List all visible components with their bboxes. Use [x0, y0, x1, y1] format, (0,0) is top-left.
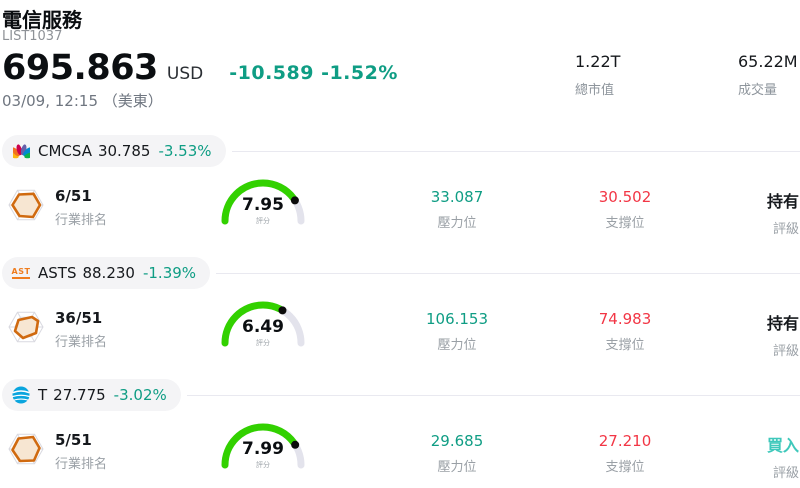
- stock-symbol: ASTS: [38, 264, 77, 282]
- score-gauge: 7.99 評分: [215, 413, 311, 475]
- stock-pill-asts[interactable]: AST ASTS 88.230 -1.39%: [2, 257, 211, 289]
- score-label: 評分: [256, 217, 270, 225]
- support-label: 支撐位: [605, 460, 645, 475]
- stock-symbol: CMCSA: [38, 142, 92, 160]
- nbc-peacock-icon: [12, 142, 30, 160]
- pressure-label: 壓力位: [437, 338, 477, 353]
- currency-label: USD: [166, 64, 204, 84]
- index-price: 695.863: [2, 48, 158, 88]
- stock-row-cmcsa: CMCSA 30.785 -3.53% 6/51 行業排名: [0, 135, 800, 257]
- industry-rank-value: 5/51: [55, 431, 92, 449]
- rating-value: 持有: [766, 314, 799, 333]
- stock-change: -3.02%: [113, 386, 167, 404]
- pressure-cell: 29.685 壓力位: [387, 432, 527, 475]
- radar-rank-icon: [6, 307, 46, 351]
- score-value: 6.49: [242, 317, 284, 337]
- support-label: 支撐位: [605, 216, 645, 231]
- support-value: 74.983: [598, 310, 652, 328]
- stock-change: -1.39%: [142, 264, 197, 282]
- score-gauge: 6.49 評分: [215, 291, 311, 353]
- rating-label: 評級: [772, 344, 799, 359]
- pressure-value: 33.087: [430, 188, 484, 206]
- rating-cell: 持有 評級: [689, 310, 800, 359]
- stock-pill-cmcsa[interactable]: CMCSA 30.785 -3.53%: [2, 135, 226, 167]
- volume-label: 成交量: [738, 83, 778, 98]
- industry-rank-cell: 5/51 行業排名: [6, 429, 107, 473]
- rating-value: 持有: [766, 192, 799, 211]
- rating-cell: 買入 評級: [689, 432, 800, 481]
- volume-stat: 65.22M 成交量: [738, 52, 798, 98]
- support-cell: 30.502 支撐位: [555, 188, 695, 231]
- row-divider: [186, 394, 800, 396]
- stock-symbol: T: [38, 386, 48, 404]
- pressure-cell: 33.087 壓力位: [387, 188, 527, 231]
- industry-rank-label: 行業排名: [55, 335, 108, 350]
- stock-change: -3.53%: [158, 142, 212, 160]
- pressure-value: 29.685: [430, 432, 484, 450]
- stock-price: 30.785: [97, 142, 151, 160]
- page-title: 電信服務: [2, 8, 82, 32]
- industry-rank-value: 6/51: [55, 187, 92, 205]
- pressure-label: 壓力位: [437, 216, 477, 231]
- list-id: LIST1037: [2, 29, 63, 44]
- pressure-label: 壓力位: [437, 460, 477, 475]
- rating-label: 評級: [772, 466, 799, 481]
- support-value: 30.502: [598, 188, 652, 206]
- index-change: -10.589 -1.52%: [229, 62, 398, 84]
- asts-logo-icon: AST: [11, 264, 31, 282]
- industry-rank-label: 行業排名: [55, 457, 108, 472]
- support-value: 27.210: [598, 432, 652, 450]
- industry-rank-cell: 6/51 行業排名: [6, 185, 107, 229]
- volume-value: 65.22M: [738, 52, 798, 71]
- market-cap-stat: 1.22T 總市值: [575, 52, 620, 98]
- row-divider: [216, 272, 800, 274]
- stock-row-asts: AST ASTS 88.230 -1.39%: [0, 257, 800, 379]
- score-gauge: 7.95 評分: [215, 169, 311, 231]
- radar-rank-icon: [6, 185, 46, 229]
- industry-rank-label: 行業排名: [55, 213, 108, 228]
- score-value: 7.95: [242, 195, 284, 215]
- quote-timestamp: 03/09, 12:15 （美東）: [2, 92, 163, 110]
- support-cell: 27.210 支撐位: [555, 432, 695, 475]
- radar-rank-icon: [6, 429, 46, 473]
- pressure-value: 106.153: [425, 310, 489, 328]
- pressure-cell: 106.153 壓力位: [387, 310, 527, 353]
- score-label: 評分: [256, 339, 270, 347]
- support-cell: 74.983 支撐位: [555, 310, 695, 353]
- stock-pill-t[interactable]: T 27.775 -3.02%: [2, 379, 181, 411]
- score-value: 7.99: [242, 439, 284, 459]
- row-divider: [231, 150, 800, 152]
- stock-price: 27.775: [53, 386, 106, 404]
- rating-value: 買入: [766, 436, 799, 455]
- rating-cell: 持有 評級: [689, 188, 800, 237]
- stock-price: 88.230: [82, 264, 135, 282]
- market-cap-label: 總市值: [575, 83, 615, 98]
- market-cap-value: 1.22T: [575, 52, 621, 71]
- stock-row-t: T 27.775 -3.02% 5/51 行業排名: [0, 379, 800, 488]
- rating-label: 評級: [772, 222, 799, 237]
- support-label: 支撐位: [605, 338, 645, 353]
- industry-rank-value: 36/51: [55, 309, 103, 327]
- score-label: 評分: [256, 461, 270, 469]
- industry-rank-cell: 36/51 行業排名: [6, 307, 107, 351]
- att-globe-icon: [12, 386, 30, 404]
- index-price-line: 695.863 USD -10.589 -1.52%: [2, 48, 398, 88]
